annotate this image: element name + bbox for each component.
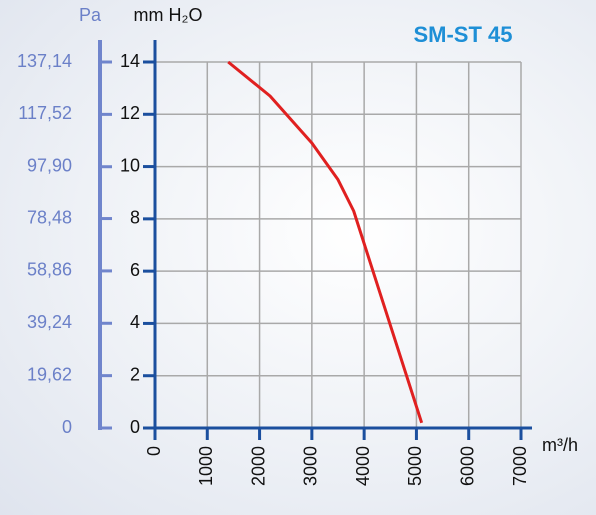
x-tick-label: 4000 bbox=[353, 446, 373, 486]
y-tick-label: 4 bbox=[130, 312, 140, 332]
y2-tick-label: 58,86 bbox=[27, 260, 72, 280]
curve bbox=[227, 60, 424, 424]
x-tick-label: 5000 bbox=[405, 446, 425, 486]
y2-tick-label: 0 bbox=[62, 417, 72, 437]
y2-tick-label: 19,62 bbox=[27, 364, 72, 384]
x-axis-label: m³/h bbox=[542, 435, 578, 455]
y-tick-label: 2 bbox=[130, 364, 140, 384]
y2-tick-label: 78,48 bbox=[27, 207, 72, 227]
y-tick-label: 14 bbox=[120, 51, 140, 71]
y2-tick-label: 137,14 bbox=[17, 51, 72, 71]
y-tick-label: 6 bbox=[130, 260, 140, 280]
y2-axis-label: Pa bbox=[79, 5, 102, 25]
x-tick-label: 7000 bbox=[510, 446, 530, 486]
y-tick-label: 8 bbox=[130, 208, 140, 228]
x-tick-label: 2000 bbox=[248, 446, 268, 486]
x-tick-label: 1000 bbox=[196, 446, 216, 486]
y2-tick-label: 97,90 bbox=[27, 155, 72, 175]
x-tick-label: 3000 bbox=[301, 446, 321, 486]
chart-title: SM-ST 45 bbox=[413, 22, 512, 47]
x-tick-label: 0 bbox=[144, 446, 164, 456]
y-tick-label: 12 bbox=[120, 103, 140, 123]
y-tick-label: 0 bbox=[130, 417, 140, 437]
y2-tick-label: 117,52 bbox=[18, 103, 72, 123]
y2-tick-label: 39,24 bbox=[27, 312, 72, 332]
y-tick-label: 10 bbox=[120, 155, 140, 175]
y-axis-label: mm H₂O bbox=[134, 5, 203, 25]
x-tick-label: 6000 bbox=[457, 446, 477, 486]
